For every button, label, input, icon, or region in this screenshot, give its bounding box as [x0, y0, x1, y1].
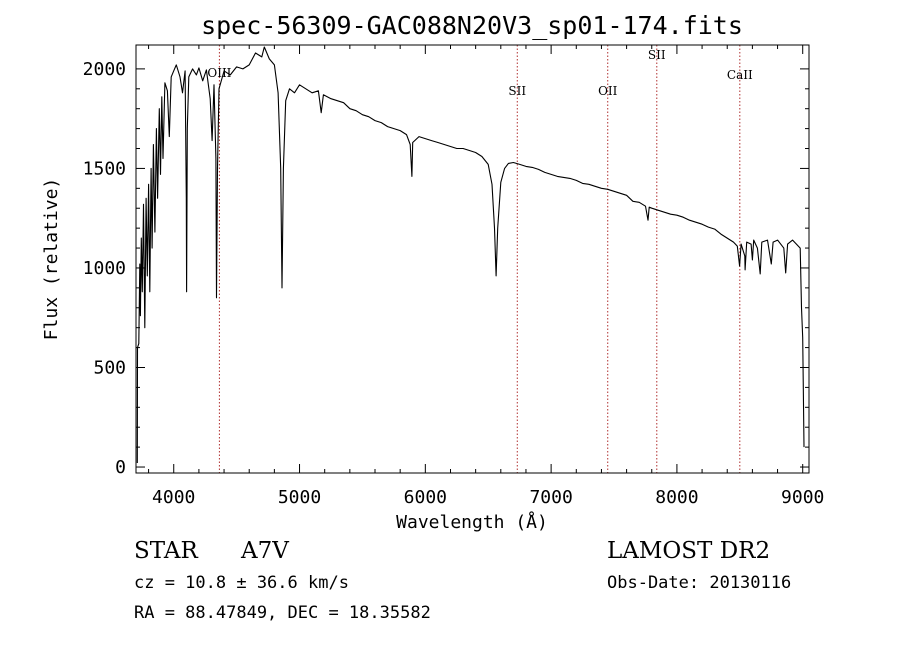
y-tick-label: 0 — [115, 457, 126, 478]
x-tick-label: 8000 — [655, 487, 698, 508]
spectral-line-label: SII — [648, 48, 666, 62]
y-axis-ticks: 0 500 1000 1500 2000 — [83, 59, 809, 478]
x-axis-ticks: 4000 5000 6000 7000 8000 9000 — [148, 45, 824, 508]
y-tick-label: 500 — [93, 357, 126, 378]
x-axis-label: Wavelength (Å) — [396, 511, 548, 533]
plot-frame — [135, 44, 810, 474]
y-tick-label: 2000 — [83, 59, 126, 80]
y-axis-label: Flux (relative) — [41, 178, 62, 341]
object-subclass: A7V — [241, 538, 289, 564]
x-tick-label: 6000 — [404, 487, 447, 508]
spectral-line-label: SII — [508, 84, 526, 98]
x-tick-label: 9000 — [781, 487, 824, 508]
observation-date: Obs-Date: 20130116 — [607, 573, 792, 593]
x-tick-label: 4000 — [152, 487, 195, 508]
x-tick-label: 7000 — [529, 487, 572, 508]
survey-name: LAMOST DR2 — [607, 538, 771, 564]
x-tick-label: 5000 — [278, 487, 321, 508]
spectral-line-markers: OIII SII OII SII CaII — [207, 45, 753, 473]
redshift-cz: cz = 10.8 ± 36.6 km/s — [134, 573, 349, 593]
spectral-line-label: OIII — [207, 66, 231, 80]
spectral-line-label: OII — [598, 84, 618, 98]
object-class: STAR — [134, 538, 198, 564]
spectrum-series — [136, 46, 805, 464]
y-tick-label: 1500 — [83, 158, 126, 179]
sky-coordinates: RA = 88.47849, DEC = 18.35582 — [134, 603, 431, 623]
chart-title: spec-56309-GAC088N20V3_sp01-174.fits — [201, 11, 743, 40]
y-tick-label: 1000 — [83, 258, 126, 279]
spectral-line-label: CaII — [727, 68, 753, 82]
spectrum-line-0 — [136, 46, 805, 464]
